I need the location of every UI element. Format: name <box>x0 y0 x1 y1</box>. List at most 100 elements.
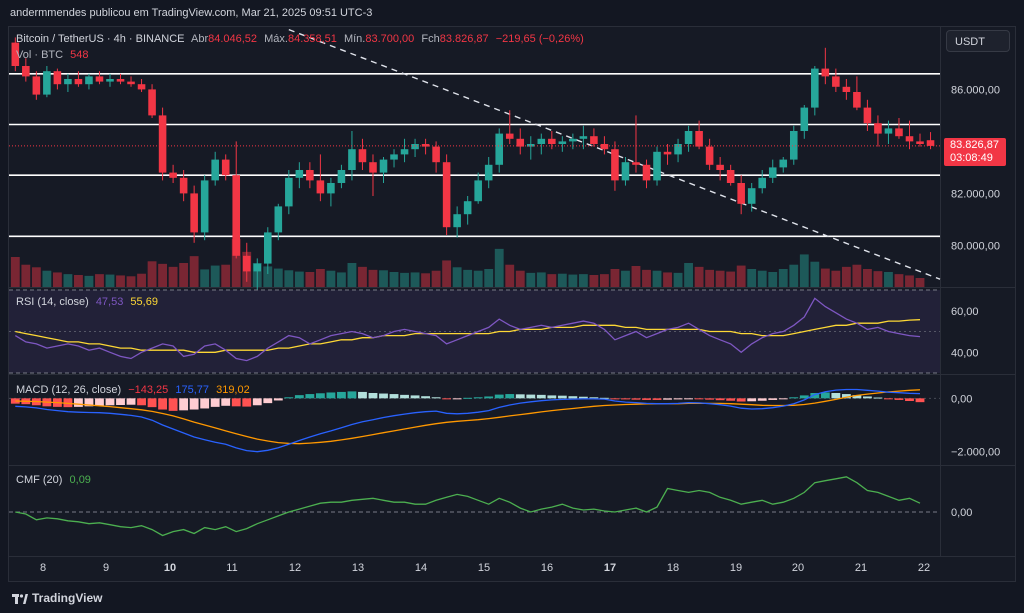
macd-value: 175,77 <box>175 384 210 396</box>
volume-bar <box>189 256 199 287</box>
volume-bar <box>841 266 851 287</box>
macd-histogram-bar <box>315 393 325 399</box>
candle-body <box>263 232 272 264</box>
volume-bar <box>421 273 431 287</box>
macd-tick-label: 0,00 <box>951 393 972 405</box>
macd-histogram-bar <box>884 398 893 400</box>
macd-hist-value: −143,25 <box>128 384 169 396</box>
volume-bar <box>389 272 399 287</box>
candle-body <box>832 76 840 87</box>
macd-label: MACD (12, 26, close) <box>16 384 122 396</box>
last-price-tag: 83.826,87 03:08:49 <box>944 138 1006 166</box>
volume-bar <box>126 276 136 287</box>
candle-body <box>95 76 104 82</box>
candle-body <box>789 131 798 160</box>
volume-bar <box>778 269 788 287</box>
macd-histogram-bar <box>747 398 757 402</box>
macd-histogram-bar <box>284 397 294 399</box>
candle-body <box>85 76 93 85</box>
tradingview-logo[interactable]: TradingView <box>12 591 102 605</box>
volume-bar <box>326 270 336 287</box>
candle-body <box>674 144 682 155</box>
candle-body <box>642 164 651 181</box>
time-tick-label: 12 <box>289 562 301 574</box>
candle-body <box>821 68 830 77</box>
main-legend: Bitcoin / TetherUS · 4h · BINANCE Abr84.… <box>16 33 588 45</box>
volume-bar <box>568 274 578 287</box>
candle-body <box>505 133 514 139</box>
macd-histogram-bar <box>294 395 304 399</box>
cmf-label: CMF (20) <box>16 474 63 486</box>
candle-body <box>926 140 935 146</box>
time-tick-label: 19 <box>730 562 742 574</box>
candle-body <box>768 167 777 178</box>
volume-bar <box>652 270 662 287</box>
time-tick-label: 9 <box>103 562 109 574</box>
candle-body <box>64 79 72 85</box>
macd-histogram-bar <box>431 397 441 399</box>
candle-body <box>800 107 809 131</box>
volume-bar <box>757 270 767 287</box>
candle-body <box>137 84 146 90</box>
volume-bar <box>578 274 588 287</box>
macd-histogram-bar <box>631 398 641 400</box>
macd-histogram-bar <box>789 397 799 399</box>
volume-bar <box>63 274 73 287</box>
volume-bar <box>820 268 830 287</box>
volume-bar <box>862 269 872 287</box>
volume-bar <box>642 269 651 287</box>
rsi-ma-value: 55,69 <box>130 296 158 308</box>
volume-bar <box>368 269 378 287</box>
candle-body <box>127 81 135 85</box>
candle-body <box>653 151 661 181</box>
volume-label: Vol · BTC <box>16 49 64 61</box>
volume-bar <box>894 274 904 287</box>
chart-frame[interactable] <box>8 26 1016 582</box>
macd-histogram-bar <box>463 397 473 399</box>
rsi-value: 47,53 <box>95 296 124 308</box>
candle-body <box>411 144 419 150</box>
macd-histogram-bar <box>337 391 346 399</box>
candle-body <box>590 136 598 144</box>
volume-bar <box>137 273 146 287</box>
open-value: 84.046,52 <box>208 33 258 45</box>
change-value: −219,65 (−0,26%) <box>495 33 584 45</box>
time-tick-label: 20 <box>792 562 804 574</box>
macd-histogram-bar <box>694 398 704 400</box>
currency-button[interactable]: USDT <box>946 30 1010 52</box>
volume-bar <box>263 266 273 287</box>
volume-bar <box>852 264 862 287</box>
candle-body <box>274 206 283 233</box>
volume-bar <box>210 265 220 287</box>
volume-bar <box>526 272 536 287</box>
macd-histogram-bar <box>105 398 115 406</box>
macd-histogram-bar <box>852 395 862 399</box>
candle-body <box>211 159 219 181</box>
candle-body <box>895 128 903 137</box>
time-tick-label: 10 <box>164 562 176 574</box>
macd-histogram-bar <box>137 398 146 406</box>
macd-histogram-bar <box>358 391 367 399</box>
volume-bar <box>74 275 83 287</box>
price-tick-label: 82.000,00 <box>951 188 1000 200</box>
close-label: Fch <box>421 33 440 45</box>
macd-histogram-bar <box>63 398 73 408</box>
candle-body <box>484 164 493 181</box>
macd-histogram-bar <box>147 398 157 408</box>
macd-histogram-bar <box>841 394 851 399</box>
volume-bar <box>294 271 304 287</box>
volume-bar <box>42 270 52 287</box>
candle-body <box>632 162 640 165</box>
volume-bar <box>200 269 210 287</box>
candle-body <box>548 138 556 144</box>
candle-body <box>811 68 819 108</box>
volume-bar <box>116 275 125 287</box>
candle-body <box>705 146 714 165</box>
macd-histogram-bar <box>799 395 809 399</box>
candle-body <box>695 131 703 147</box>
volume-bar <box>831 270 841 287</box>
macd-histogram-bar <box>421 396 431 399</box>
volume-bar <box>621 270 630 287</box>
candle-body <box>190 193 198 233</box>
